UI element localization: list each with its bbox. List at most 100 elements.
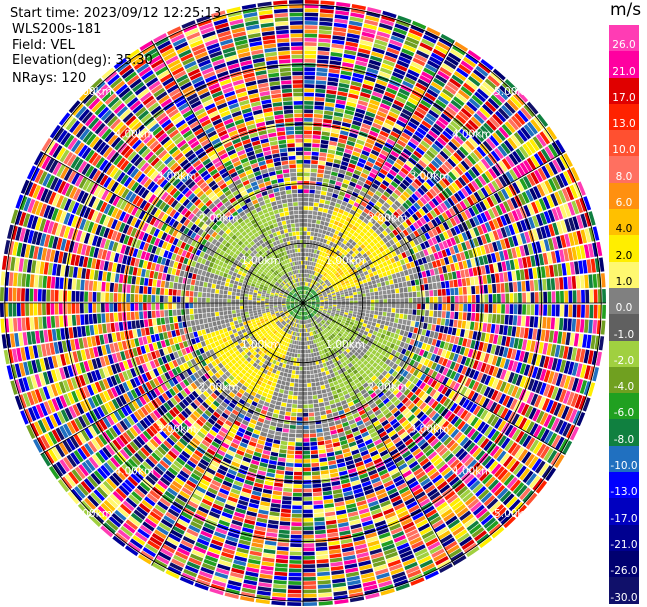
velocity-gate	[493, 91, 506, 104]
velocity-gate	[231, 303, 236, 307]
velocity-gate	[561, 188, 571, 202]
velocity-gate	[548, 178, 557, 192]
velocity-gate	[336, 267, 341, 272]
velocity-gate	[295, 151, 303, 156]
velocity-gate	[315, 80, 327, 85]
velocity-gate	[392, 262, 398, 269]
velocity-gate	[303, 168, 311, 173]
velocity-gate	[543, 291, 548, 303]
velocity-gate	[232, 328, 237, 334]
velocity-gate	[453, 235, 461, 244]
velocity-gate	[399, 205, 407, 213]
velocity-gate	[574, 261, 580, 275]
velocity-gate	[315, 299, 320, 301]
velocity-gate	[214, 330, 220, 336]
velocity-gate	[228, 330, 234, 336]
velocity-gate	[323, 225, 328, 231]
velocity-gate	[327, 294, 332, 297]
velocity-gate	[299, 227, 303, 231]
velocity-gate	[566, 168, 576, 183]
velocity-gate	[273, 110, 284, 116]
velocity-gate	[335, 280, 340, 284]
velocity-gate	[358, 225, 364, 231]
velocity-gate	[351, 247, 357, 252]
velocity-gate	[130, 284, 135, 294]
velocity-gate	[298, 206, 303, 210]
velocity-gate	[206, 287, 211, 293]
velocity-gate	[295, 223, 299, 228]
velocity-gate	[47, 329, 53, 342]
velocity-gate	[277, 304, 282, 306]
velocity-gate	[269, 299, 274, 302]
velocity-gate	[438, 223, 446, 233]
velocity-gate	[439, 258, 446, 266]
velocity-gate	[185, 308, 190, 315]
velocity-gate	[263, 39, 276, 45]
velocity-gate	[189, 291, 194, 297]
velocity-gate	[50, 303, 55, 315]
velocity-gate	[331, 128, 340, 134]
velocity-gate	[252, 297, 257, 301]
velocity-gate	[530, 171, 540, 185]
velocity-gate	[332, 299, 337, 302]
velocity-gate	[315, 288, 319, 292]
velocity-gate	[76, 314, 81, 326]
velocity-gate	[413, 230, 420, 238]
velocity-gate	[348, 255, 354, 261]
velocity-gate	[279, 186, 286, 192]
velocity-gate	[77, 267, 83, 279]
velocity-gate	[477, 189, 486, 200]
velocity-gate	[289, 249, 293, 254]
velocity-gate	[249, 291, 254, 295]
velocity-gate	[291, 46, 303, 51]
velocity-gate	[407, 172, 416, 181]
velocity-gate	[484, 184, 493, 196]
velocity-gate	[324, 299, 329, 301]
velocity-gate	[209, 327, 215, 333]
velocity-gate	[269, 304, 274, 307]
velocity-gate	[328, 145, 337, 151]
velocity-gate	[270, 85, 281, 91]
velocity-gate	[334, 287, 339, 291]
velocity-gate	[143, 286, 148, 294]
velocity-gate	[126, 303, 131, 312]
velocity-gate	[550, 251, 557, 264]
velocity-gate	[480, 212, 488, 223]
velocity-gate	[319, 287, 324, 291]
velocity-gate	[396, 260, 402, 267]
velocity-gate	[516, 234, 523, 246]
velocity-gate	[503, 101, 516, 114]
velocity-gate	[319, 295, 324, 298]
velocity-gate	[265, 216, 272, 222]
velocity-gate	[345, 282, 351, 287]
velocity-gate	[456, 149, 466, 159]
velocity-gate	[165, 324, 171, 332]
velocity-gate	[232, 313, 237, 318]
velocity-gate	[450, 263, 456, 272]
velocity-gate	[176, 289, 182, 296]
velocity-gate	[310, 172, 317, 177]
velocity-gate	[249, 313, 254, 317]
velocity-gate	[523, 159, 533, 173]
velocity-gate	[405, 242, 412, 250]
velocity-gate	[370, 276, 376, 281]
velocity-gate	[536, 227, 543, 240]
velocity-gate	[559, 205, 568, 219]
velocity-gate	[332, 193, 339, 199]
velocity-gate	[407, 255, 414, 263]
velocity-gate	[426, 191, 434, 200]
velocity-gate	[515, 246, 522, 258]
velocity-gate	[576, 214, 584, 229]
velocity-gate	[320, 281, 324, 285]
velocity-gate	[460, 160, 470, 171]
velocity-gate	[501, 82, 515, 95]
velocity-gate	[467, 168, 477, 179]
velocity-gate	[500, 142, 511, 155]
velocity-gate	[432, 282, 437, 290]
velocity-gate	[304, 50, 317, 55]
velocity-gate	[522, 175, 532, 189]
velocity-gate	[363, 247, 369, 253]
velocity-gate	[309, 294, 313, 297]
velocity-gate	[534, 200, 543, 213]
velocity-gate	[303, 147, 312, 152]
